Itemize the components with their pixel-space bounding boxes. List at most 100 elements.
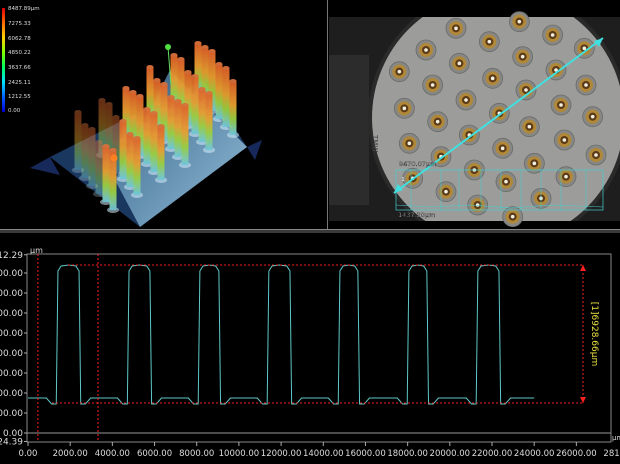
pillar-top (102, 144, 110, 148)
pin (582, 106, 604, 128)
optical-image[interactable]: TMW 1 8470.07μm 1437.20μm (328, 0, 620, 229)
pillar-body (81, 125, 89, 178)
pin (502, 206, 524, 228)
height-measurement-label: [1]6928.66μm (589, 302, 599, 366)
pillar-body (88, 129, 96, 186)
pin-center (424, 48, 428, 52)
pin (508, 11, 530, 33)
pillar-body (167, 97, 175, 149)
pillar-top (133, 136, 141, 140)
pillar-body (126, 134, 134, 187)
profile-start-marker (110, 154, 118, 162)
colorbar-label: 2425.11 (8, 80, 31, 86)
pin-center (594, 153, 598, 157)
pin (495, 171, 517, 193)
plate-edge (30, 157, 60, 175)
pin (515, 79, 537, 101)
pillar-body (153, 80, 161, 133)
pillar (93, 140, 105, 197)
panel-splitter[interactable] (0, 229, 620, 233)
pin (448, 52, 470, 74)
pillar-top (126, 132, 134, 136)
x-tick-label: 4000.00 (95, 449, 130, 459)
pillar-body (143, 109, 151, 164)
pillar (165, 95, 177, 152)
pillar-body (208, 51, 216, 111)
y-tick-label: 5000.00 (0, 329, 23, 339)
pin (398, 132, 420, 154)
pin-center (527, 124, 532, 129)
pin (518, 116, 540, 138)
measure-line (393, 37, 604, 194)
pillar-top (157, 124, 165, 128)
x-tick-label: 18000.00 (387, 449, 428, 459)
profile-chart[interactable]: 8912.29 8000.00 7000.00 6000.00 5000.00 4000.… (0, 233, 620, 464)
profile-panel[interactable]: 8912.29 8000.00 7000.00 6000.00 5000.00 4000.… (0, 233, 620, 464)
y-tick-label: 8912.29 (0, 251, 23, 261)
x-tick-label: 2000.00 (53, 449, 88, 459)
dimension-arrow-up (580, 265, 586, 271)
pillar-body (136, 96, 144, 156)
pillar-top (170, 53, 178, 57)
pillar-top (81, 123, 89, 127)
pillar-top (177, 57, 185, 61)
pillar-top (181, 103, 189, 107)
3d-view-panel[interactable]: 8487.89μm 7275.33 6062.78 4850.22 3637.66 242… (0, 0, 323, 229)
pillar (86, 127, 98, 189)
pin (553, 129, 575, 151)
colorbar-label: 7275.33 (8, 21, 31, 27)
profile-line (28, 264, 535, 405)
image-view-panel[interactable]: TMW 1 8470.07μm 1437.20μm (327, 0, 620, 229)
y-tick-label: 1000.00 (0, 409, 23, 419)
pillar-body (119, 121, 127, 179)
pin (435, 181, 457, 203)
measure-arrow-start (394, 184, 403, 193)
point-marker-label: 1 (401, 177, 404, 183)
x-tick-label: 14000.00 (303, 449, 344, 459)
pillar-body (160, 84, 168, 141)
pillar-body (194, 43, 202, 95)
pin-center (554, 68, 558, 72)
pin-center (490, 76, 495, 81)
pin (585, 144, 607, 166)
pin-center (550, 33, 555, 37)
pillar-body (133, 138, 141, 195)
colorbar-label: 6062.78 (8, 36, 31, 42)
pin (492, 137, 514, 159)
x-unit-label: μm (612, 434, 620, 442)
pin (388, 61, 410, 83)
pillar-body (222, 68, 230, 127)
pin (545, 59, 567, 81)
pillar-top (95, 140, 103, 144)
pillar-body (129, 92, 137, 148)
pillar-body (184, 72, 192, 126)
pin-center (520, 54, 525, 59)
pillar-body (105, 104, 113, 163)
colorbar-label: 4850.22 (8, 50, 31, 56)
pin-center (510, 214, 515, 219)
x-tick-label: 10000.00 (219, 449, 260, 459)
pillar-top (143, 107, 151, 111)
pillar-body (191, 76, 199, 134)
pin (523, 152, 545, 174)
pin-center (402, 106, 407, 111)
pillar-top (146, 65, 154, 69)
pillar (203, 91, 215, 153)
pillar-top (74, 110, 82, 114)
measure-arrow-end (594, 38, 603, 47)
pillar-top (194, 41, 202, 45)
pillar (227, 79, 239, 138)
x-tick-label: 8000.00 (179, 449, 214, 459)
pin-center (500, 146, 505, 151)
pin-center (559, 103, 563, 107)
y-tick-label: 8000.00 (0, 269, 23, 279)
pillar-body (174, 101, 182, 157)
pillar-top (205, 91, 213, 95)
3d-surface-render[interactable] (0, 0, 323, 229)
pillar (131, 136, 143, 198)
pillar (213, 62, 225, 122)
y-tick-label: 0.00 (3, 429, 23, 439)
pillar (79, 123, 91, 181)
pillar (220, 66, 232, 130)
x-tick-label: 22000.00 (472, 449, 513, 459)
